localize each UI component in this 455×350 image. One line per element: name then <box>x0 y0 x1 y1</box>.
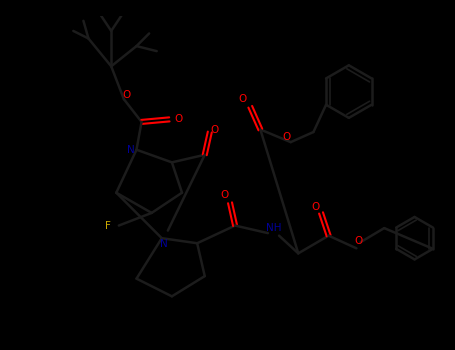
Text: NH: NH <box>266 223 282 233</box>
Text: N: N <box>126 145 134 155</box>
Text: F: F <box>105 220 111 231</box>
Text: O: O <box>122 90 131 100</box>
Text: N: N <box>161 239 168 249</box>
Text: O: O <box>312 202 320 212</box>
Text: O: O <box>174 114 182 124</box>
Text: O: O <box>211 125 219 134</box>
Text: O: O <box>221 190 229 200</box>
Text: O: O <box>283 132 291 142</box>
Text: O: O <box>238 94 247 104</box>
Text: O: O <box>355 236 363 246</box>
